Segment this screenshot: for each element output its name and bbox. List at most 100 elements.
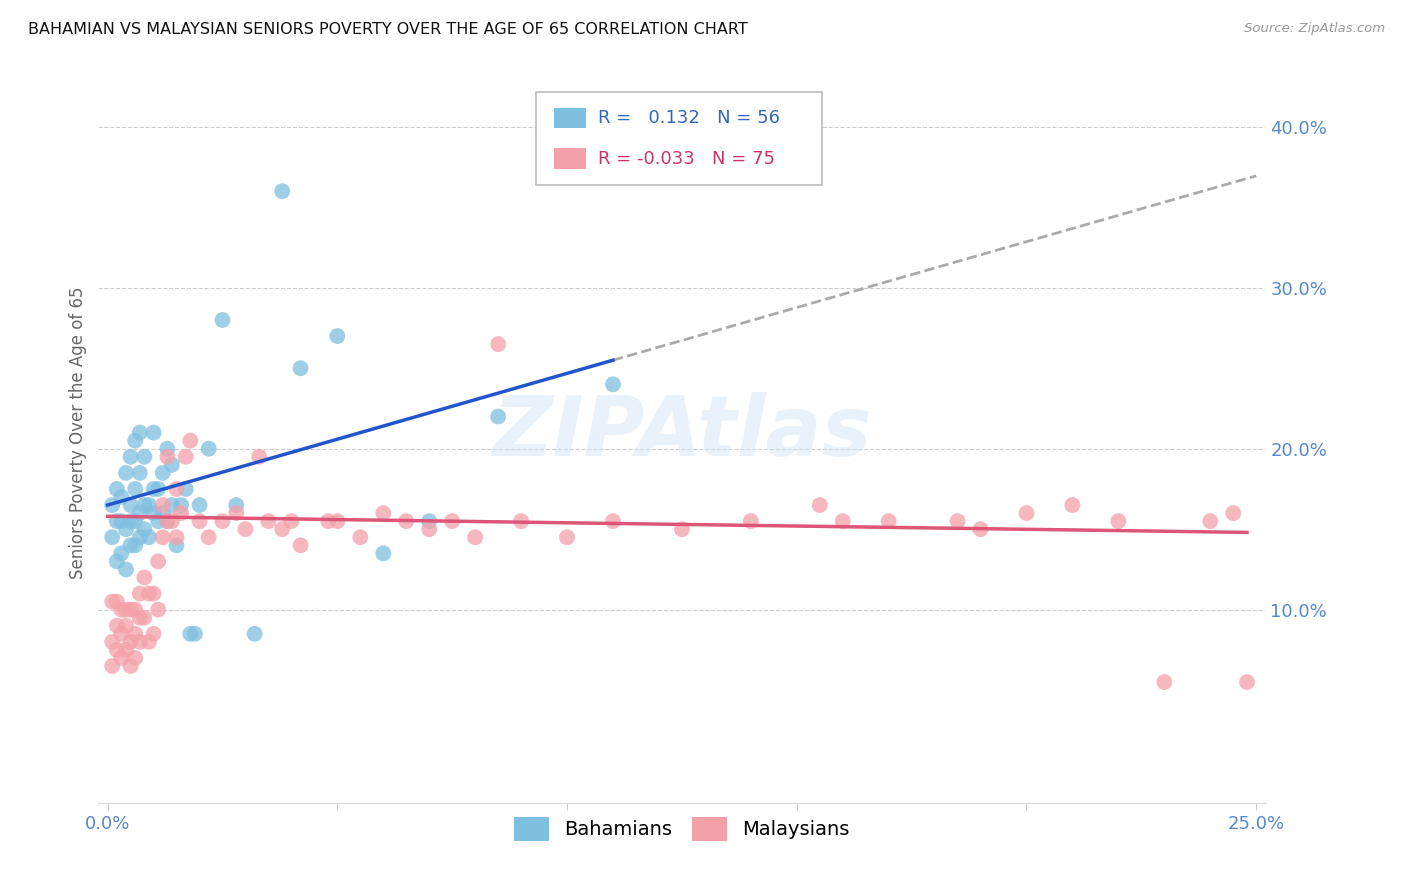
Point <box>877 514 900 528</box>
Point <box>174 482 197 496</box>
Point <box>197 530 219 544</box>
Point <box>160 514 183 528</box>
Point <box>124 627 146 641</box>
Point <box>101 530 124 544</box>
Point <box>110 627 132 641</box>
Point <box>134 522 156 536</box>
Point <box>152 530 174 544</box>
Point <box>486 337 509 351</box>
Point <box>271 522 294 536</box>
Point <box>808 498 831 512</box>
Point <box>128 635 150 649</box>
Point <box>740 514 762 528</box>
Legend: Bahamians, Malaysians: Bahamians, Malaysians <box>506 809 858 848</box>
Point <box>166 538 188 552</box>
Bar <box>536 92 823 185</box>
Point <box>101 594 124 608</box>
Point <box>1107 514 1129 528</box>
Point <box>486 409 509 424</box>
Point <box>225 506 247 520</box>
Point <box>1153 675 1175 690</box>
Point <box>156 514 179 528</box>
Point <box>115 602 138 616</box>
Point <box>128 425 150 440</box>
Point <box>1015 506 1038 520</box>
Point <box>247 450 270 464</box>
Point <box>134 610 156 624</box>
Point <box>128 506 150 520</box>
Point <box>160 458 183 472</box>
Point <box>142 506 165 520</box>
Point <box>134 570 156 584</box>
Text: BAHAMIAN VS MALAYSIAN SENIORS POVERTY OVER THE AGE OF 65 CORRELATION CHART: BAHAMIAN VS MALAYSIAN SENIORS POVERTY OV… <box>28 22 748 37</box>
Point <box>128 610 150 624</box>
Point <box>138 530 160 544</box>
Point <box>128 530 150 544</box>
Point <box>110 651 132 665</box>
Point <box>326 329 349 343</box>
Point <box>179 627 201 641</box>
Point <box>120 635 142 649</box>
Point <box>105 514 128 528</box>
Point <box>166 482 188 496</box>
Point <box>464 530 486 544</box>
Point <box>146 514 169 528</box>
Point <box>326 514 349 528</box>
Point <box>138 498 160 512</box>
Text: Source: ZipAtlas.com: Source: ZipAtlas.com <box>1244 22 1385 36</box>
Point <box>110 602 132 616</box>
Point <box>290 538 312 552</box>
Point <box>235 522 257 536</box>
Point <box>115 619 138 633</box>
Point <box>124 434 146 448</box>
Point <box>602 514 624 528</box>
Point <box>142 425 165 440</box>
Point <box>115 522 138 536</box>
Point <box>602 377 624 392</box>
Point <box>115 466 138 480</box>
Point <box>170 498 193 512</box>
Point <box>105 643 128 657</box>
Bar <box>554 108 586 128</box>
Point <box>257 514 280 528</box>
Point <box>152 506 174 520</box>
Point <box>142 586 165 600</box>
Point <box>671 522 693 536</box>
Point <box>184 627 207 641</box>
Point <box>120 450 142 464</box>
Point <box>418 522 440 536</box>
Point <box>188 498 211 512</box>
Point <box>225 498 247 512</box>
Point <box>110 546 132 560</box>
Point <box>1222 506 1244 520</box>
Point <box>271 184 294 198</box>
Text: ZIPAtlas: ZIPAtlas <box>492 392 872 473</box>
Point <box>316 514 339 528</box>
Point <box>373 506 395 520</box>
Point <box>188 514 211 528</box>
Point <box>120 498 142 512</box>
Point <box>124 602 146 616</box>
Point <box>197 442 219 456</box>
Point <box>124 538 146 552</box>
Point <box>115 643 138 657</box>
Point <box>115 562 138 576</box>
Point <box>120 659 142 673</box>
Y-axis label: Seniors Poverty Over the Age of 65: Seniors Poverty Over the Age of 65 <box>69 286 87 579</box>
Point <box>152 466 174 480</box>
Point <box>152 498 174 512</box>
Point <box>211 514 233 528</box>
Text: R = -0.033   N = 75: R = -0.033 N = 75 <box>598 150 775 168</box>
Text: R =   0.132   N = 56: R = 0.132 N = 56 <box>598 109 780 127</box>
Point <box>146 602 169 616</box>
Point <box>105 554 128 568</box>
Point <box>831 514 853 528</box>
Point <box>166 530 188 544</box>
Point <box>174 450 197 464</box>
Point <box>138 586 160 600</box>
Point <box>211 313 233 327</box>
Point <box>395 514 418 528</box>
Point <box>110 490 132 504</box>
Point <box>124 651 146 665</box>
Point <box>179 434 201 448</box>
